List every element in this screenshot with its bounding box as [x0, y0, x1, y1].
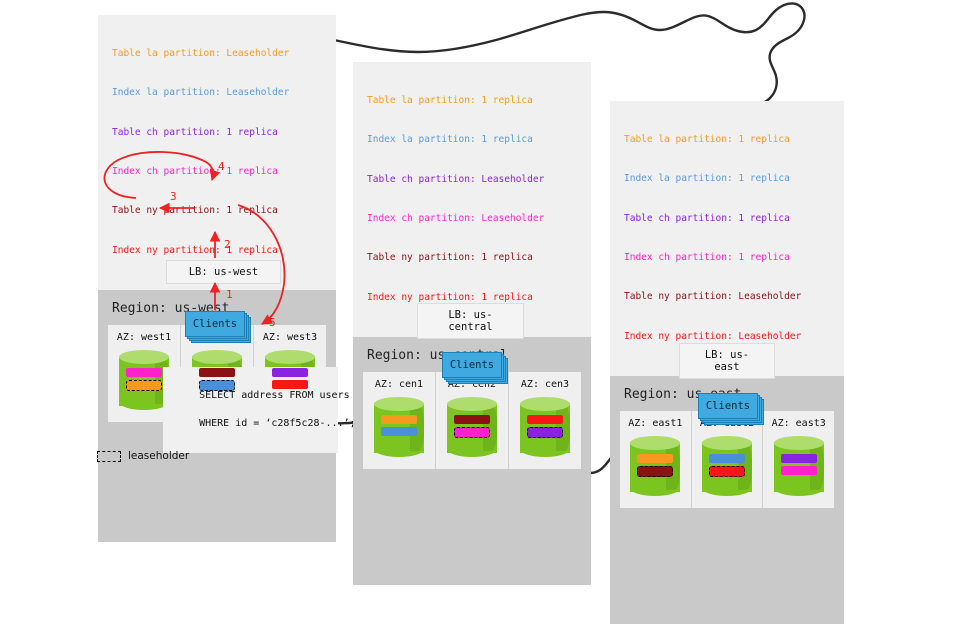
partition-line: Index ch partition: Leaseholder: [367, 213, 545, 225]
partition-line: Table ch partition: 1 replica: [112, 126, 278, 138]
partition-line: Index ny partition: 1 replica: [367, 291, 533, 303]
az-label: AZ: cen2: [447, 378, 497, 390]
region-box-us-central: Region: us-central AZ: cen1 AZ: cen2: [353, 336, 591, 585]
az-east3[interactable]: AZ: east3: [763, 410, 835, 508]
clients-label: Clients: [442, 352, 502, 378]
db-node-icon: [447, 396, 497, 459]
partition-line: Table la partition: 1 replica: [624, 134, 790, 146]
replica-stripe: [709, 453, 745, 463]
partition-line: Table ch partition: 1 replica: [624, 212, 790, 224]
az-label: AZ: east1: [628, 417, 683, 429]
partition-info-us-east: Table la partition: 1 replica Index la p…: [610, 101, 844, 376]
clients-label: Clients: [698, 393, 758, 419]
partition-line: Index ch partition: 1 replica: [624, 252, 790, 264]
az-row: AZ: east1 AZ: east2: [620, 410, 835, 508]
az-east1[interactable]: AZ: east1: [620, 410, 692, 508]
leaseholder-stripe: [126, 379, 162, 391]
flow-step-number-1: 1: [226, 288, 233, 301]
az-label: AZ: west1: [116, 331, 172, 343]
partition-line: Table ny partition: 1 replica: [112, 205, 278, 217]
az-label: AZ: east3: [771, 417, 826, 429]
clients-label: Clients: [185, 311, 245, 337]
replica-stripe: [527, 414, 563, 424]
load-balancer-us-east[interactable]: LB: us-east: [679, 343, 775, 379]
az-label: AZ: west3: [262, 331, 318, 343]
sql-query-box: SELECT address FROM users WHERE id = ‘c2…: [163, 367, 356, 453]
db-node-icon: [520, 396, 570, 459]
diagram-canvas: Table la partition: Leaseholder Index la…: [97, 2, 844, 624]
db-node-icon: [702, 435, 752, 498]
partition-line: Table ny partition: Leaseholder: [624, 291, 802, 303]
leaseholder-stripe: [709, 465, 745, 477]
clients-us-west[interactable]: Clients: [185, 311, 251, 343]
clients-us-east[interactable]: Clients: [698, 393, 764, 425]
db-node-icon: [630, 435, 681, 498]
db-node-icon: [119, 349, 169, 412]
replica-stripe: [126, 367, 162, 377]
replica-stripe: [637, 453, 674, 463]
sql-line-1: SELECT address FROM users: [199, 390, 350, 401]
partition-line: Index ny partition: 1 replica: [112, 244, 278, 256]
replica-stripe: [381, 414, 417, 424]
leaseholder-stripe: [199, 379, 235, 391]
region-cluster-us-central: Table la partition: 1 replica Index la p…: [353, 62, 591, 585]
partition-line: Index la partition: Leaseholder: [112, 87, 290, 99]
replica-stripe: [381, 426, 417, 436]
partition-line: Table ny partition: 1 replica: [367, 252, 533, 264]
az-cen2[interactable]: AZ: cen2: [436, 371, 509, 469]
load-balancer-us-west[interactable]: LB: us-west: [166, 260, 281, 284]
partition-line: Table la partition: Leaseholder: [112, 48, 290, 60]
az-cen1[interactable]: AZ: cen1: [363, 371, 436, 469]
load-balancer-us-central[interactable]: LB: us-central: [417, 303, 524, 339]
leaseholder-dashed-rect-icon: [97, 450, 121, 462]
legend-label: leaseholder: [128, 450, 190, 462]
az-label: AZ: cen3: [520, 378, 570, 390]
partition-info-us-west: Table la partition: Leaseholder Index la…: [98, 15, 336, 290]
replica-stripe: [272, 379, 308, 389]
az-label: AZ: cen1: [374, 378, 424, 390]
sql-line-2: WHERE id = ‘c28f5c28-...’;: [199, 418, 356, 429]
clients-us-central[interactable]: Clients: [442, 352, 508, 384]
az-east2[interactable]: AZ: east2: [691, 410, 764, 508]
flow-step-number-3: 3: [170, 190, 177, 203]
replica-stripe: [272, 367, 308, 377]
replica-stripe: [780, 465, 817, 475]
flow-step-number-4: 4: [218, 160, 225, 173]
flow-step-number-2: 2: [224, 238, 231, 251]
leaseholder-stripe: [527, 426, 563, 438]
az-row: AZ: cen1 AZ: cen2: [363, 371, 581, 469]
partition-line: Index ny partition: Leaseholder: [624, 330, 802, 342]
partition-line: Table ch partition: Leaseholder: [367, 173, 545, 185]
partition-info-us-central: Table la partition: 1 replica Index la p…: [353, 62, 591, 337]
db-node-icon: [374, 396, 424, 459]
replica-stripe: [780, 453, 817, 463]
partition-line: Index la partition: 1 replica: [367, 134, 533, 146]
partition-line: Index ch partition: 1 replica: [112, 166, 278, 178]
partition-line: Table la partition: 1 replica: [367, 95, 533, 107]
flow-step-number-5: 5: [269, 316, 276, 329]
replica-stripe: [454, 414, 490, 424]
az-cen3[interactable]: AZ: cen3: [509, 371, 581, 469]
leaseholder-stripe: [454, 426, 490, 438]
legend: leaseholder: [97, 450, 189, 462]
db-node-icon: [773, 435, 824, 498]
replica-stripe: [199, 367, 235, 377]
leaseholder-stripe: [637, 465, 674, 477]
partition-line: Index la partition: 1 replica: [624, 173, 790, 185]
